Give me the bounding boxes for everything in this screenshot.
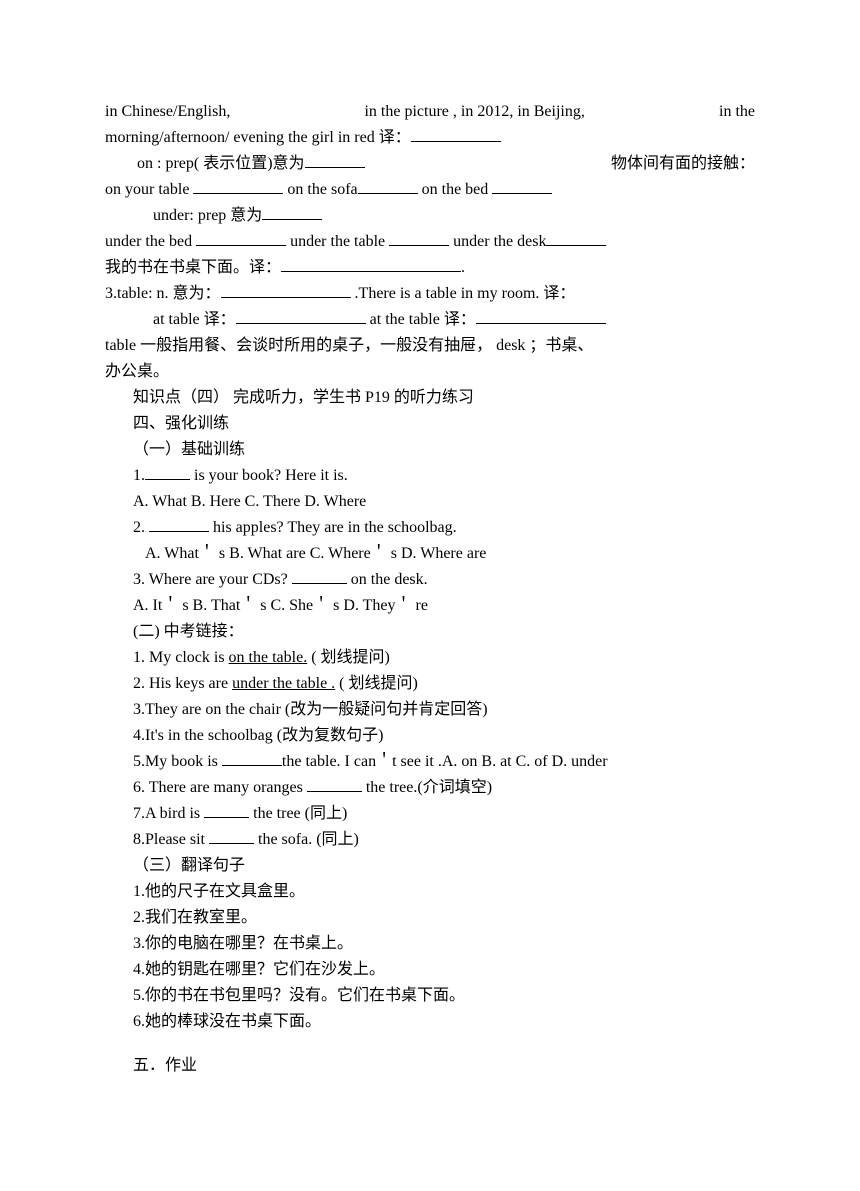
text: at the table 译： — [370, 311, 476, 328]
text: 我的书在书桌下面。译： — [105, 259, 281, 276]
blank — [389, 230, 449, 246]
blank — [358, 178, 418, 194]
text-line: at table 译： at the table 译： — [105, 308, 755, 332]
text-line: 6. There are many oranges the tree.(介词填空… — [105, 776, 755, 800]
text-line: 4.她的钥匙在哪里？它们在沙发上。 — [105, 958, 755, 982]
text-line: （一）基础训练 — [105, 438, 755, 462]
text: under the table — [290, 233, 389, 250]
text-line: 知识点（四） 完成听力，学生书 P19 的听力练习 — [105, 386, 755, 410]
text: in Chinese/English, — [105, 100, 230, 124]
blank — [305, 152, 365, 168]
text-line: 1. is your book? Here it is. — [105, 464, 755, 488]
blank — [221, 282, 351, 298]
blank — [492, 178, 552, 194]
underlined-text: under the table . — [232, 675, 335, 692]
text-line: 3.They are on the chair (改为一般疑问句并肯定回答) — [105, 698, 755, 722]
text: his apples? They are in the schoolbag. — [209, 519, 457, 536]
blank — [222, 750, 282, 766]
text-line: 7.A bird is the tree (同上) — [105, 802, 755, 826]
text-line: morning/afternoon/ evening the girl in r… — [105, 126, 755, 150]
blank — [236, 308, 366, 324]
text: on your table — [105, 181, 193, 198]
blank — [281, 256, 461, 272]
text-line: 我的书在书桌下面。译：. — [105, 256, 755, 280]
text: 3.table: n. 意为： — [105, 285, 221, 302]
blank — [209, 828, 254, 844]
document-content: in Chinese/English, in the picture , in … — [105, 100, 755, 1078]
text-line: 4.It's in the schoolbag (改为复数句子) — [105, 724, 755, 748]
text: under the desk — [453, 233, 546, 250]
text: .There is a table in my room. 译： — [355, 285, 576, 302]
text: at table 译： — [153, 311, 236, 328]
spacer — [105, 1036, 755, 1054]
blank — [193, 178, 283, 194]
blank — [262, 204, 322, 220]
text: the table. I can＇t see it .A. on B. at C… — [282, 753, 608, 770]
text-line: 3.你的电脑在哪里？在书桌上。 — [105, 932, 755, 956]
text-line: A. It＇ s B. That＇ s C. She＇ s D. They＇ r… — [105, 594, 755, 618]
text-line: 5.My book is the table. I can＇t see it .… — [105, 750, 755, 774]
text-line: under the bed under the table under the … — [105, 230, 755, 254]
text: ( 划线提问) — [307, 649, 390, 666]
blank — [546, 230, 606, 246]
text-line: 2. His keys are under the table . ( 划线提问… — [105, 672, 755, 696]
text: 2. — [133, 519, 149, 536]
blank — [149, 516, 209, 532]
text: 7.A bird is — [133, 805, 204, 822]
text: on the bed — [422, 181, 493, 198]
text-line: 6.她的棒球没在书桌下面。 — [105, 1010, 755, 1034]
text-line: 1.他的尺子在文具盒里。 — [105, 880, 755, 904]
text: the tree.(介词填空) — [362, 779, 492, 796]
blank — [196, 230, 286, 246]
text: 物体间有面的接触： — [611, 152, 755, 176]
text-line: under: prep 意为 — [105, 204, 755, 228]
text-line: 2.我们在教室里。 — [105, 906, 755, 930]
text-line: A. What B. Here C. There D. Where — [105, 490, 755, 514]
text: ( 划线提问) — [335, 675, 418, 692]
text-line: 8.Please sit the sofa. (同上) — [105, 828, 755, 852]
text: on the sofa — [287, 181, 357, 198]
text-line: 3. Where are your CDs? on the desk. — [105, 568, 755, 592]
text: 6. There are many oranges — [133, 779, 307, 796]
text: in the — [719, 100, 755, 124]
text-line: A. What＇ s B. What are C. Where＇ s D. Wh… — [105, 542, 755, 566]
text: the tree (同上) — [249, 805, 347, 822]
text: morning/afternoon/ evening the girl in r… — [105, 129, 411, 146]
text-line: （三）翻译句子 — [105, 854, 755, 878]
blank — [307, 776, 362, 792]
text: the sofa. (同上) — [254, 831, 359, 848]
text-line: (二) 中考链接： — [105, 620, 755, 644]
text: 2. His keys are — [133, 675, 232, 692]
text-line: table 一般指用餐、会谈时所用的桌子，一般没有抽屉， desk ；书桌、 — [105, 334, 755, 358]
text: on : prep( 表示位置)意为 — [105, 155, 305, 172]
text: 5.My book is — [133, 753, 222, 770]
text-line: 2. his apples? They are in the schoolbag… — [105, 516, 755, 540]
blank — [204, 802, 249, 818]
text-line: 3.table: n. 意为： .There is a table in my … — [105, 282, 755, 306]
text: 1. — [133, 467, 145, 484]
blank — [476, 308, 606, 324]
underlined-text: on the table. — [229, 649, 308, 666]
blank — [145, 464, 190, 480]
text-line: on : prep( 表示位置)意为 物体间有面的接触： — [105, 152, 755, 176]
text-line: 5.你的书在书包里吗？没有。它们在书桌下面。 — [105, 984, 755, 1008]
text-line: in Chinese/English, in the picture , in … — [105, 100, 755, 124]
text: under the bed — [105, 233, 196, 250]
blank — [411, 126, 501, 142]
text-line: 1. My clock is on the table. ( 划线提问) — [105, 646, 755, 670]
text: . — [461, 259, 465, 276]
text: on the desk. — [347, 571, 428, 588]
text-line: on your table on the sofa on the bed — [105, 178, 755, 202]
text-line: 办公桌。 — [105, 360, 755, 384]
text-line: 四、强化训练 — [105, 412, 755, 436]
text: 3. Where are your CDs? — [133, 571, 292, 588]
text: under: prep 意为 — [153, 207, 262, 224]
text: 1. My clock is — [133, 649, 229, 666]
text: 8.Please sit — [133, 831, 209, 848]
text: in the picture , in 2012, in Beijing, — [364, 100, 584, 124]
blank — [292, 568, 347, 584]
text: is your book? Here it is. — [190, 467, 348, 484]
text-line: 五．作业 — [105, 1054, 755, 1078]
